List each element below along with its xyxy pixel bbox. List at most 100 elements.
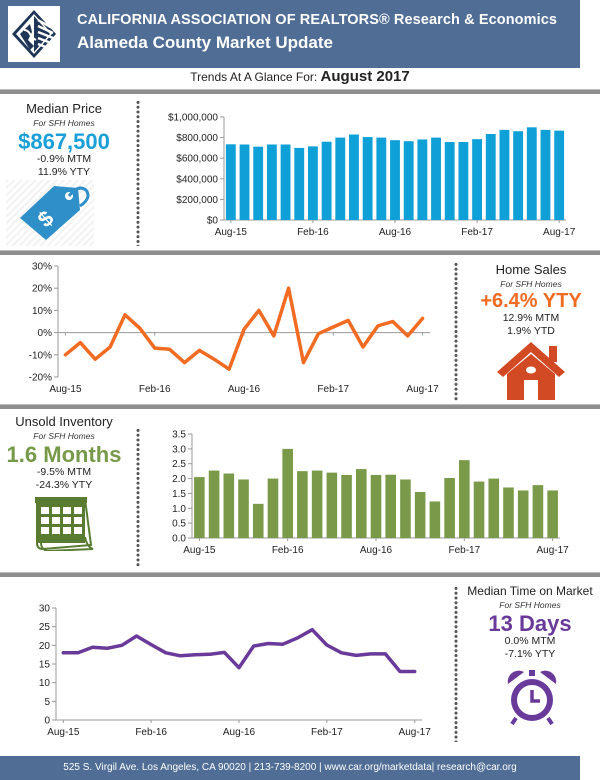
kpi-title: Median Price <box>26 101 102 116</box>
x-tick-label: Aug-15 <box>183 545 216 556</box>
bar <box>239 144 250 220</box>
y-tick-label: 0.5 <box>172 519 186 530</box>
bar <box>238 479 249 538</box>
x-tick-label: Feb-17 <box>317 384 349 395</box>
kpi-yty: 11.9% YTY <box>37 166 91 179</box>
series-line <box>63 286 425 371</box>
inventory-chart: 0.0 0.5 1.0 1.5 2.0 2.5 3.0 3.5 Aug-15 Feb-16 Aug-… <box>172 430 570 557</box>
bar <box>349 134 359 220</box>
kpi-value: +6.4% YTY <box>480 290 582 312</box>
bar <box>444 477 455 538</box>
kpi-yty: -7.1% YTY <box>504 648 556 661</box>
kpi-title: Unsold Inventory <box>15 414 113 429</box>
y-tick-label: $1,000,000 <box>168 113 218 124</box>
x-tick-label: Aug-15 <box>49 384 82 395</box>
x-tick-label: Aug-17 <box>537 545 570 556</box>
bar <box>414 491 426 538</box>
alarm-clock-graphic <box>507 670 557 726</box>
kpi-mtm: -9.5% MTM <box>36 466 92 479</box>
bar <box>513 131 524 220</box>
section-divider <box>0 404 600 409</box>
y-tick-label: $600,000 <box>176 154 218 165</box>
x-tick-label: Aug-17 <box>543 227 576 238</box>
bar <box>225 144 236 220</box>
x-tick-label: Aug-16 <box>228 384 261 395</box>
bar <box>485 133 496 220</box>
y-tick-label: 3.0 <box>172 444 186 455</box>
house-graphic <box>497 342 565 400</box>
x-tick-label: Aug-16 <box>360 545 393 556</box>
bar <box>376 137 387 220</box>
bar <box>458 142 469 220</box>
section-divider <box>0 572 600 577</box>
x-tick-label: Aug-16 <box>379 227 412 238</box>
y-tick-label: 5 <box>44 697 50 708</box>
bar <box>253 146 264 220</box>
alarm-clock-icon <box>502 668 562 726</box>
bar <box>431 137 441 220</box>
bar <box>526 127 537 220</box>
bar <box>459 460 470 538</box>
y-tick-label: 20% <box>32 284 52 295</box>
kpi-ytd: 1.9% YTD <box>507 325 555 337</box>
kpi-yty: -24.3% YTY <box>35 479 93 492</box>
y-tick-label: 15 <box>39 660 51 671</box>
bar <box>307 146 318 220</box>
car-california-logo <box>8 6 60 62</box>
kpi-subtitle: For SFH Homes <box>33 431 95 441</box>
header-banner: CALIFORNIA ASSOCIATION OF REALTORS® Rese… <box>0 0 580 68</box>
kpi-subtitle: For SFH Homes <box>500 279 562 289</box>
bar <box>208 470 220 538</box>
bar <box>335 137 346 220</box>
dotted-divider <box>136 100 140 246</box>
y-tick-label: 0% <box>38 328 53 339</box>
y-tick-label: 1.0 <box>172 504 186 515</box>
bar <box>554 130 565 220</box>
bar <box>252 503 264 538</box>
bar <box>417 139 428 220</box>
bar <box>297 471 308 538</box>
kpi-title: Home Sales <box>495 262 567 277</box>
series-line <box>61 627 417 674</box>
x-tick-label: Aug-15 <box>47 727 80 738</box>
y-tick-label: $800,000 <box>176 133 218 144</box>
dotted-divider <box>454 586 458 742</box>
home-sales-kpi: Home Sales For SFH Homes +6.4% YTY 12.9%… <box>462 262 600 338</box>
kpi-mtm: 0.0% MTM <box>504 635 556 648</box>
bar <box>223 473 235 538</box>
bar <box>341 475 352 538</box>
home-sales-chart: -20% -10% 0% 10% 20% 30% Aug-15 Feb-16 Aug-16 Feb… <box>29 262 439 396</box>
kpi-value: 13 Days <box>488 611 572 636</box>
kpi-mtm: -0.9% MTM <box>36 153 92 166</box>
bar <box>194 477 205 538</box>
bar <box>517 490 529 538</box>
bar <box>403 141 414 220</box>
trend-heading: Trends At A Glance For: August 2017 <box>0 68 600 85</box>
y-tick-label: $0 <box>207 216 219 227</box>
y-tick-label: 0 <box>44 716 50 727</box>
bar <box>540 129 551 220</box>
y-tick-label: 2.5 <box>172 459 186 470</box>
x-tick-label: Feb-17 <box>448 545 480 556</box>
bar <box>444 142 455 220</box>
bar <box>321 141 332 220</box>
x-tick-label: Feb-16 <box>139 384 171 395</box>
y-tick-label: $200,000 <box>176 195 218 206</box>
kpi-title: Median Time on Market <box>467 584 593 598</box>
bar <box>266 144 277 220</box>
kpi-value: 1.6 Months <box>6 442 122 467</box>
y-tick-label: 3.5 <box>172 430 186 441</box>
bar <box>294 147 305 220</box>
bar <box>472 139 483 220</box>
kpi-subtitle: For SFH Homes <box>499 600 561 610</box>
footer-contact: 525 S. Virgil Ave. Los Angeles, CA 90020… <box>0 756 580 780</box>
bar <box>267 478 279 538</box>
y-tick-label: 1.5 <box>172 489 186 500</box>
trend-prefix: Trends At A Glance For: <box>190 70 321 84</box>
x-tick-label: Feb-16 <box>135 727 167 738</box>
x-tick-label: Feb-16 <box>272 545 304 556</box>
kpi-subtitle: For SFH Homes <box>33 118 95 128</box>
bar <box>280 144 291 220</box>
bar <box>370 475 382 538</box>
bar <box>429 501 441 538</box>
